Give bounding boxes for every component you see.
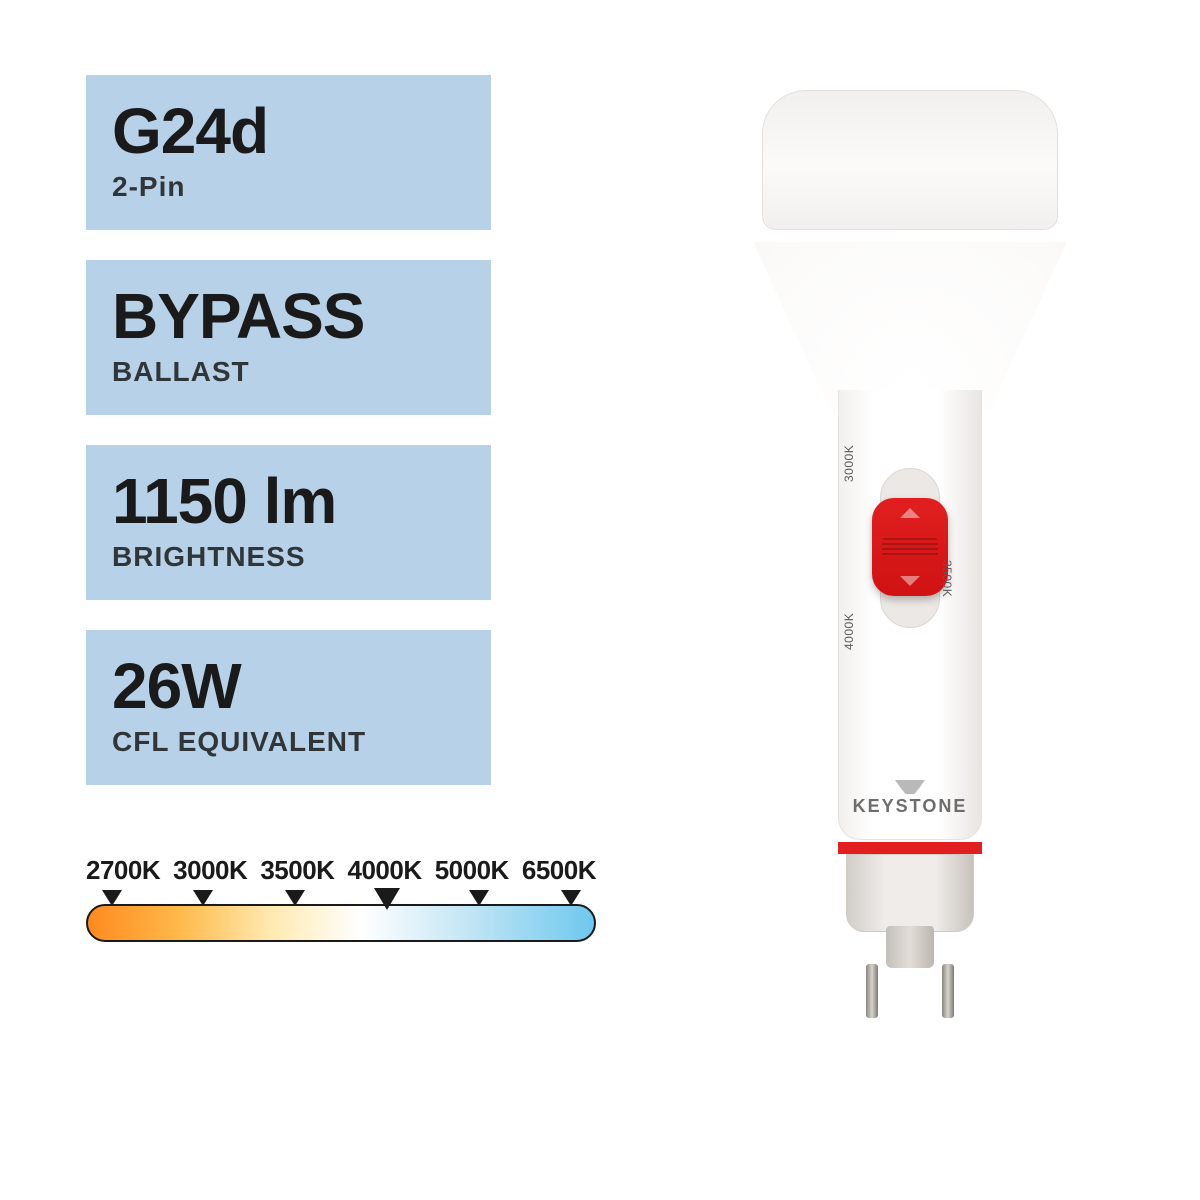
pin-right [942,964,954,1018]
spec-card-equivalent: 26W CFL EQUIVALENT [86,630,491,785]
color-temp-scale: 2700K 3000K 3500K 4000K 5000K 6500K [86,855,596,944]
base-collar [846,854,974,932]
switch-label-3500k: 3500K [940,560,954,597]
ct-label-2: 3500K [260,855,334,886]
pin-left [866,964,878,1018]
brand-text: KEYSTONE [853,796,968,816]
spec-equiv-label: CFL EQUIVALENT [112,726,465,758]
specs-column: G24d 2-Pin BYPASS BALLAST 1150 lm BRIGHT… [0,0,600,1200]
ct-tick-3 [374,888,400,910]
spec-card-brightness: 1150 lm BRIGHTNESS [86,445,491,600]
bulb-illustration: 3000K 3500K 4000K KEYSTONE [750,90,1070,1020]
brand-crest-icon [895,780,925,794]
spec-equiv-value: 26W [112,654,465,718]
ct-label-5: 6500K [522,855,596,886]
base-accent-ring [838,842,982,854]
brand-mark: KEYSTONE [838,780,982,817]
ct-tick-4 [469,890,489,906]
color-temp-labels: 2700K 3000K 3500K 4000K 5000K 6500K [86,855,596,886]
ct-tick-2 [285,890,305,906]
ct-tick-5 [561,890,581,906]
color-temp-gradient [86,904,596,942]
spec-ballast-label: BALLAST [112,356,465,388]
ct-label-3: 4000K [348,855,422,886]
switch-label-4000k: 4000K [842,613,856,650]
bulb-dome [762,90,1058,230]
cct-switch-knob[interactable] [872,498,948,596]
color-temp-bar [86,890,596,944]
spec-brightness-value: 1150 lm [112,469,465,533]
pin-plate [886,926,934,968]
ct-label-4: 5000K [435,855,509,886]
ct-label-0: 2700K [86,855,160,886]
ct-tick-1 [193,890,213,906]
spec-card-ballast: BYPASS BALLAST [86,260,491,415]
ct-label-1: 3000K [173,855,247,886]
spec-brightness-label: BRIGHTNESS [112,541,465,573]
spec-ballast-value: BYPASS [112,284,465,348]
spec-base-value: G24d [112,99,465,163]
spec-base-label: 2-Pin [112,171,465,203]
switch-label-3000k: 3000K [842,445,856,482]
product-image-column: 3000K 3500K 4000K KEYSTONE [600,0,1200,1200]
bulb-flare [750,210,1070,410]
ct-tick-0 [102,890,122,906]
switch-grip-icon [882,538,938,556]
spec-card-base: G24d 2-Pin [86,75,491,230]
